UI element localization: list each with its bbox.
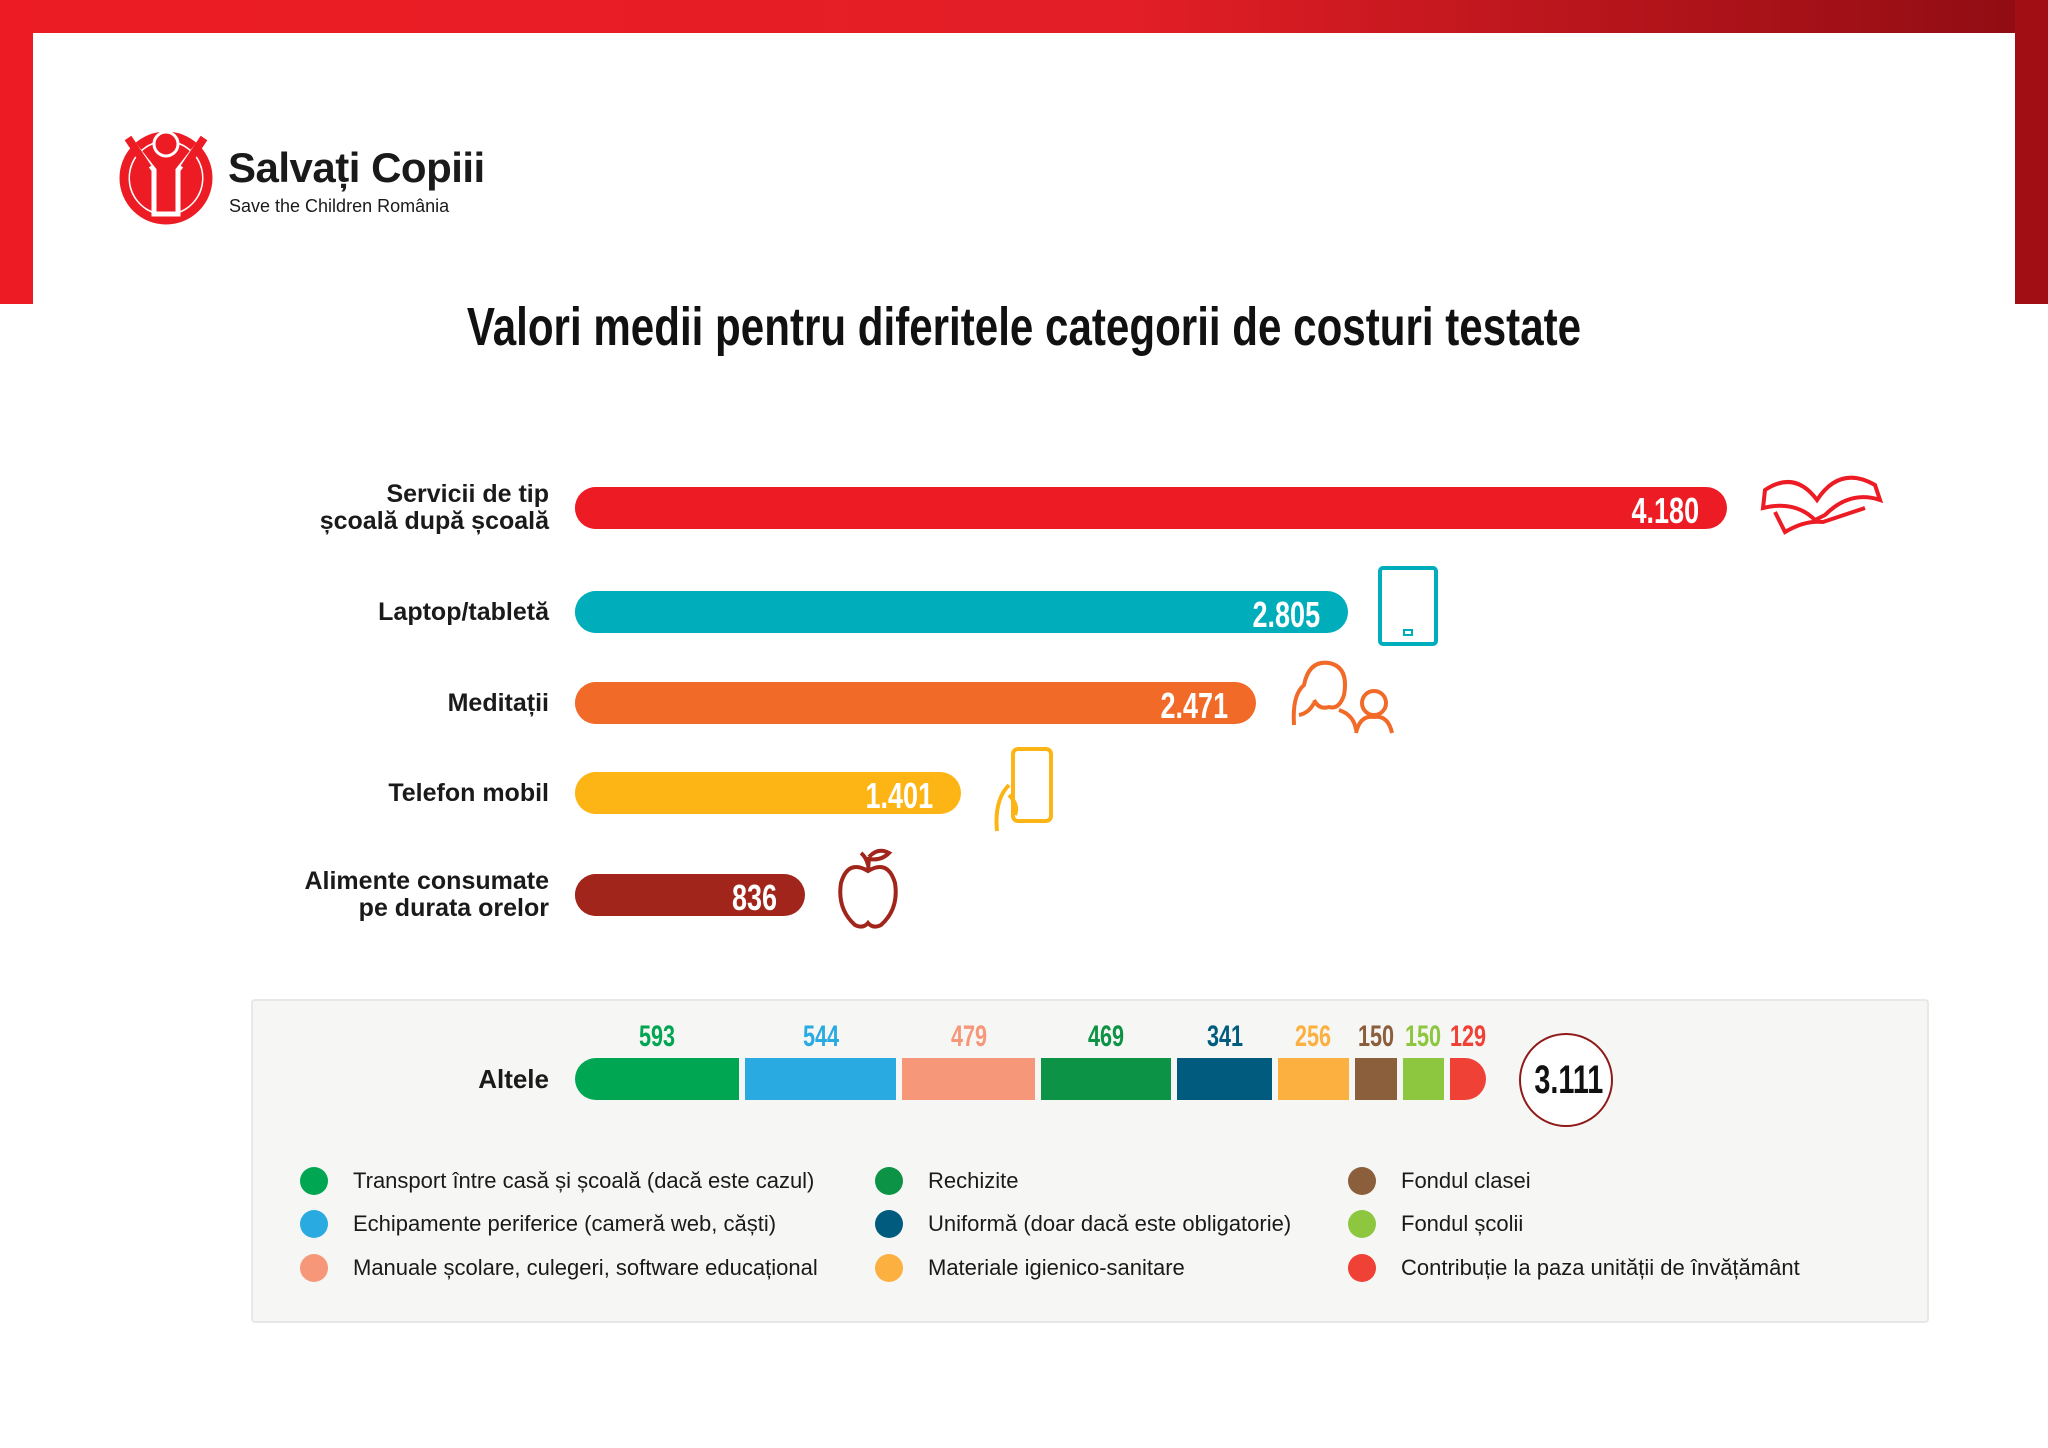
segment-value-label: 341 (1206, 1020, 1243, 1053)
legend-label: Manuale școlare, culegeri, software educ… (353, 1255, 818, 1280)
bar-value-label: 2.805 (1252, 594, 1321, 635)
right-red-band (2015, 0, 2048, 304)
legend-label: Materiale igienico-sanitare (928, 1255, 1185, 1280)
category-label-line: Telefon mobil (388, 778, 549, 807)
stacked-segment (1277, 1058, 1349, 1100)
legend-swatch (875, 1167, 903, 1195)
category-label-line: Meditații (447, 688, 549, 717)
stacked-segment (1041, 1058, 1172, 1100)
total-badge: 3.111 (1519, 1033, 1613, 1127)
legend-swatch (875, 1254, 903, 1282)
segment-value-label: 479 (950, 1020, 987, 1053)
stacked-segment (575, 1058, 740, 1100)
category-label: Telefon mobil (388, 778, 549, 807)
category-label: Meditații (447, 688, 549, 717)
segment-value-label: 469 (1088, 1020, 1125, 1053)
stacked-segment (1450, 1058, 1486, 1100)
category-label-line: școală după școală (319, 507, 549, 535)
bar-value-label: 2.471 (1160, 685, 1228, 726)
legend-swatch (300, 1210, 328, 1238)
legend-item: Contribuție la paza unității de învățămâ… (1348, 1254, 1800, 1282)
legend-label: Fondul clasei (1401, 1168, 1531, 1193)
legend-swatch (1348, 1167, 1376, 1195)
apple-icon (833, 847, 903, 936)
bar: 4.180 (575, 487, 1727, 531)
legend-item: Echipamente periferice (cameră web, cășt… (300, 1210, 776, 1238)
segment-value-label: 129 (1450, 1020, 1487, 1053)
legend-label: Transport între casă și școală (dacă est… (353, 1168, 815, 1193)
bar-value-label: 836 (732, 877, 778, 918)
category-label-line: Servicii de tip (386, 480, 549, 508)
category-label: Laptop/tabletă (378, 597, 549, 626)
tablet-icon (1376, 564, 1440, 653)
segment-value-label: 593 (639, 1020, 676, 1053)
save-the-children-logo-icon (119, 130, 213, 225)
category-label-line: Alimente consumate (304, 867, 549, 895)
stacked-segment (745, 1058, 897, 1100)
legend-label: Rechizite (928, 1168, 1019, 1193)
bar: 2.471 (575, 682, 1256, 726)
segment-value-label: 150 (1357, 1020, 1394, 1053)
brand-name: Salvați Copiii (228, 144, 485, 191)
other-costs-panel (251, 999, 1929, 1323)
legend-item: Rechizite (875, 1167, 1018, 1195)
legend-item: Fondul clasei (1348, 1167, 1531, 1195)
chart-title: Valori medii pentru diferitele categorii… (466, 297, 1582, 357)
legend-swatch (1348, 1254, 1376, 1282)
legend-swatch (875, 1210, 903, 1238)
logo: Salvați Copiii Save the Children România (118, 122, 518, 226)
legend-label: Contribuție la paza unității de învățămâ… (1401, 1255, 1800, 1280)
stacked-segment (1177, 1058, 1272, 1100)
legend-item: Fondul școlii (1348, 1210, 1523, 1238)
legend-swatch (1348, 1210, 1376, 1238)
category-label-line: Laptop/tabletă (378, 597, 549, 626)
left-red-band (0, 0, 33, 304)
stacked-segment (1402, 1058, 1445, 1100)
category-label: Alimente consumate pe durata orelor (304, 868, 549, 922)
bar: 2.805 (575, 591, 1349, 635)
bar: 836 (575, 874, 806, 918)
category-label-line: pe durata orelor (358, 894, 549, 922)
mobile-phone-icon (989, 745, 1059, 840)
legend-swatch (300, 1167, 328, 1195)
top-red-band (0, 0, 2048, 33)
segment-value-label: 150 (1405, 1020, 1442, 1053)
legend-label: Fondul școlii (1401, 1211, 1524, 1236)
bar-value-label: 4.180 (1631, 490, 1699, 531)
category-label: Servicii de tip școală după școală (320, 481, 549, 535)
brand-subtitle: Save the Children România (229, 196, 450, 216)
legend-item: Uniformă (doar dacă este obligatorie) (875, 1210, 1291, 1238)
total-value: 3.111 (1534, 1058, 1604, 1102)
bar: 1.401 (575, 772, 962, 816)
stacked-segment (902, 1058, 1036, 1100)
bar-value-label: 1.401 (865, 775, 934, 816)
legend-item: Manuale școlare, culegeri, software educ… (300, 1254, 818, 1282)
segment-value-label: 544 (802, 1020, 839, 1053)
stacked-category-label: Altele (478, 1064, 549, 1094)
segment-value-label: 256 (1295, 1020, 1332, 1053)
legend-label: Echipamente periferice (cameră web, cășt… (353, 1211, 777, 1236)
legend-label: Uniformă (doar dacă este obligatorie) (928, 1211, 1292, 1236)
legend-swatch (300, 1254, 328, 1282)
tutor-people-icon (1284, 655, 1404, 740)
legend-item: Materiale igienico-sanitare (875, 1254, 1185, 1282)
legend-item: Transport între casă și școală (dacă est… (300, 1167, 814, 1195)
open-book-icon (1755, 460, 1885, 545)
stacked-segment (1354, 1058, 1397, 1100)
